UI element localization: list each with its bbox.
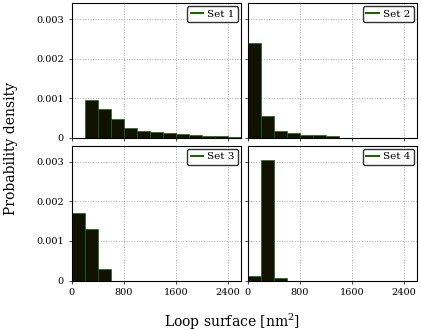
Legend: Set 3: Set 3 xyxy=(187,149,238,165)
Bar xyxy=(72,213,85,280)
Bar xyxy=(137,131,150,138)
Bar xyxy=(150,132,163,138)
Bar xyxy=(85,100,98,138)
Bar xyxy=(313,136,326,138)
Legend: Set 1: Set 1 xyxy=(187,6,238,22)
Bar xyxy=(326,136,338,138)
Bar xyxy=(111,119,124,138)
Bar xyxy=(274,278,287,280)
Bar xyxy=(287,133,300,138)
Legend: Set 2: Set 2 xyxy=(363,6,414,22)
Bar xyxy=(248,43,261,138)
Bar xyxy=(300,135,313,138)
Bar xyxy=(215,136,228,138)
Bar xyxy=(228,137,241,138)
Text: Loop surface [nm$^2$]: Loop surface [nm$^2$] xyxy=(163,312,300,330)
Legend: Set 4: Set 4 xyxy=(363,149,414,165)
Bar xyxy=(261,160,274,280)
Bar xyxy=(124,128,137,138)
Bar xyxy=(261,116,274,138)
Bar xyxy=(85,229,98,280)
Bar xyxy=(248,276,261,280)
Bar xyxy=(163,133,176,138)
Bar xyxy=(98,109,111,138)
Text: Probability density: Probability density xyxy=(4,82,18,215)
Bar xyxy=(98,269,111,280)
Bar xyxy=(189,135,202,138)
Bar xyxy=(274,131,287,138)
Bar xyxy=(202,136,215,138)
Bar xyxy=(176,134,189,138)
